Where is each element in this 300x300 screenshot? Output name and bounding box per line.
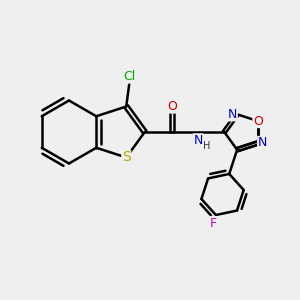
Text: N: N <box>194 134 203 147</box>
Text: O: O <box>253 115 263 128</box>
Text: H: H <box>202 140 210 151</box>
Text: N: N <box>258 136 267 149</box>
Text: N: N <box>228 108 237 121</box>
Text: F: F <box>210 217 217 230</box>
Text: O: O <box>167 100 177 113</box>
Text: S: S <box>122 151 130 164</box>
Text: Cl: Cl <box>123 70 135 83</box>
